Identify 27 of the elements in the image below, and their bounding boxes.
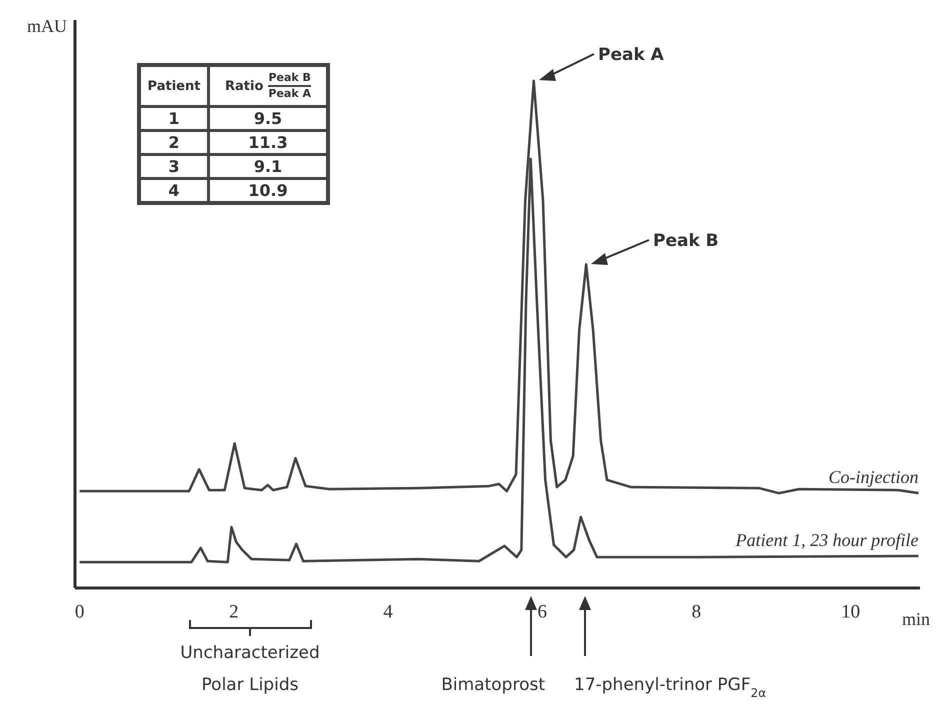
annotation: 9.5 [208,106,328,130]
annotation: Peak B [653,231,719,251]
x-tick-label: 8 [692,601,702,622]
annotation: 2 [139,130,208,154]
x-tick-label: 6 [537,601,547,622]
series-label: Co-injection [828,467,918,488]
annotation: Patient [139,65,208,106]
annotation: 10.9 [208,178,328,203]
annotation: Ratio [225,78,264,94]
y-axis-title: mAU [27,16,67,36]
text: Uncharacterized Polar Lipids [180,643,320,695]
annotation: 4 [139,178,208,203]
annotation: Peak A [268,87,311,101]
text: Bimatoprost [441,675,546,695]
annotation: 3 [139,154,208,178]
annotation: Peak B [268,71,311,87]
x-tick-label: 2 [229,601,239,622]
x-tick-label: 0 [74,601,84,622]
text: Peak A [598,45,665,65]
annotation: 11.3 [208,130,328,154]
annotation: 1 [139,106,208,130]
x-tick-label: 4 [383,601,394,622]
text: 17-phenyl-trinor PGF$_{2α}$ [574,675,766,700]
x-axis-title: min [902,609,930,629]
x-tick-label: 10 [841,601,860,622]
annotation: 9.1 [208,154,328,178]
series-label: Patient 1, 23 hour profile [734,530,918,550]
